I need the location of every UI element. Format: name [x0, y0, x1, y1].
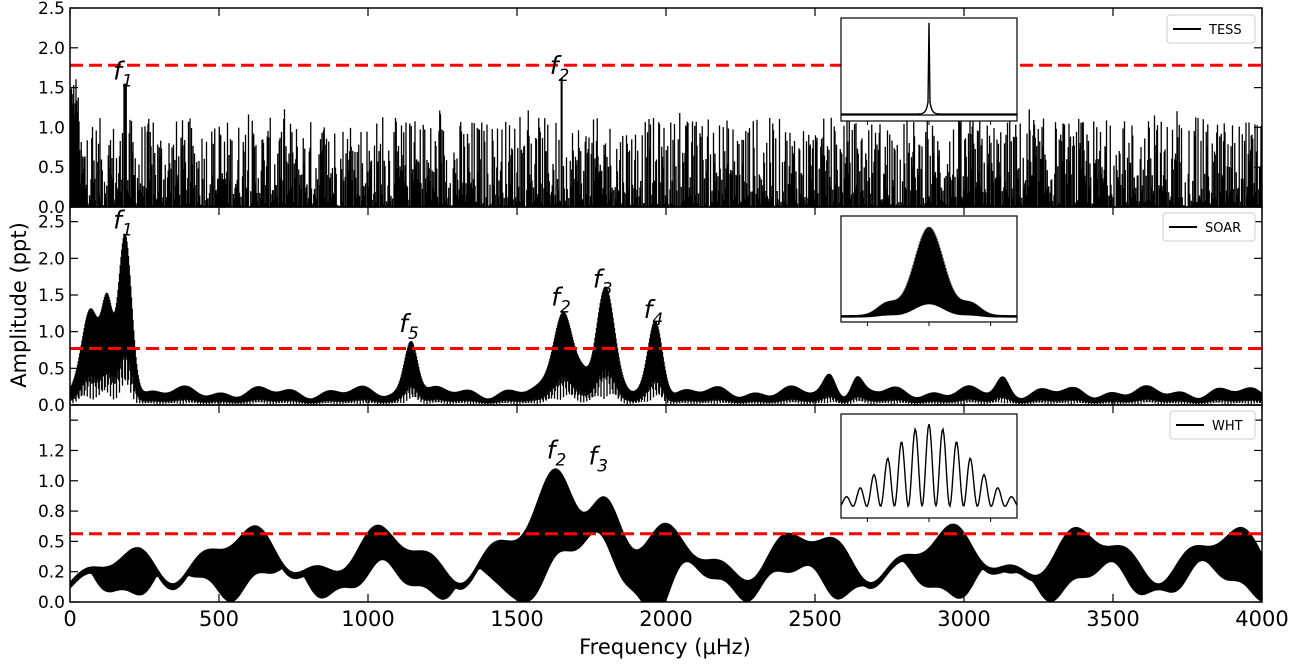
y-tick-label: 0.2 — [38, 563, 65, 583]
y-tick-label: 2.5 — [38, 0, 65, 19]
wht-spectrum-band — [70, 468, 1262, 602]
x-axis-label: Frequency (μHz) — [579, 635, 751, 659]
legend-label: SOAR — [1205, 221, 1241, 236]
y-tick-label: 1.0 — [38, 472, 65, 492]
x-tick-label: 4000 — [1235, 607, 1288, 631]
peak-label-f1: f1 — [113, 206, 133, 241]
inset-soar — [840, 215, 1018, 326]
legend-box — [1169, 410, 1256, 440]
y-tick-label: 1.5 — [38, 286, 65, 306]
legend-box — [1162, 212, 1256, 242]
y-tick-label: 2.0 — [38, 249, 65, 269]
x-tick-label: 1000 — [341, 607, 394, 631]
x-tick-label: 3500 — [1086, 607, 1139, 631]
inset-window-line — [841, 22, 1017, 115]
panels: 0.0 0.5 1.0 1.5 2.0 2.5 f1 f2 TESS 0.0 0.5 1.0 1.5 2.… — [38, 0, 1263, 613]
y-axis-label: Amplitude (ppt) — [7, 222, 31, 388]
y-tick-label: 1.0 — [38, 118, 65, 138]
y-tick-label: 0.5 — [38, 532, 65, 552]
y-tick-label: 1.0 — [38, 323, 65, 343]
soar-spectrum-line — [70, 233, 1262, 405]
inset-window-line — [840, 424, 1018, 509]
panel-tess: 0.0 0.5 1.0 1.5 2.0 2.5 f1 f2 TESS — [38, 0, 1263, 218]
inset-frame — [840, 413, 1018, 519]
peak-label-f4: f4 — [644, 295, 664, 330]
peak-label-f2: f2 — [550, 51, 570, 86]
x-tick-label: 0 — [63, 607, 76, 631]
peak-label-f5: f5 — [399, 309, 419, 344]
y-tick-label: 0.5 — [38, 158, 65, 178]
inset-window-line — [840, 226, 1018, 318]
x-tick-label: 2000 — [639, 607, 692, 631]
x-tick-label: 3000 — [937, 607, 990, 631]
legend-wht: WHT — [1169, 410, 1256, 440]
legend-box — [1166, 14, 1256, 44]
y-tick-label: 1.2 — [38, 441, 65, 461]
y-tick-label: 0.5 — [38, 359, 65, 379]
x-tick-label: 500 — [199, 607, 239, 631]
peak-label-f3: f3 — [588, 442, 608, 477]
peak-label-f2: f2 — [547, 436, 567, 471]
inset-wht — [840, 413, 1018, 522]
y-tick-label: 1.5 — [38, 79, 65, 99]
y-tick-label: 2.0 — [38, 39, 65, 59]
y-tick-label: 0.0 — [38, 198, 65, 218]
x-axis: 0 500 1000 1500 2000 2500 3000 3500 4000 — [63, 607, 1288, 631]
x-tick-label: 2500 — [788, 607, 841, 631]
peak-label-f3: f3 — [593, 264, 613, 299]
peak-label-f2: f2 — [551, 283, 571, 318]
panel-soar: 0.0 0.5 1.0 1.5 2.0 2.5 f1 f5 f2 f3 f4 SOAR — [38, 206, 1263, 416]
y-tick-label: 0.0 — [38, 593, 65, 613]
peak-label-f1: f1 — [113, 57, 133, 92]
panel-wht: 0.0 0.2 0.5 0.8 1.0 1.2 f2 f3 WHT — [38, 404, 1263, 613]
y-tick-label: 2.5 — [38, 213, 65, 233]
tess-spectrum-line — [70, 78, 1262, 207]
x-tick-label: 1500 — [490, 607, 543, 631]
legend-soar: SOAR — [1162, 212, 1256, 242]
y-tick-label: 0.8 — [38, 502, 65, 522]
legend-label: WHT — [1212, 419, 1243, 434]
legend-label: TESS — [1208, 23, 1242, 38]
legend-tess: TESS — [1166, 14, 1256, 44]
inset-tess — [840, 17, 1018, 125]
y-tick-label: 0.0 — [38, 396, 65, 416]
